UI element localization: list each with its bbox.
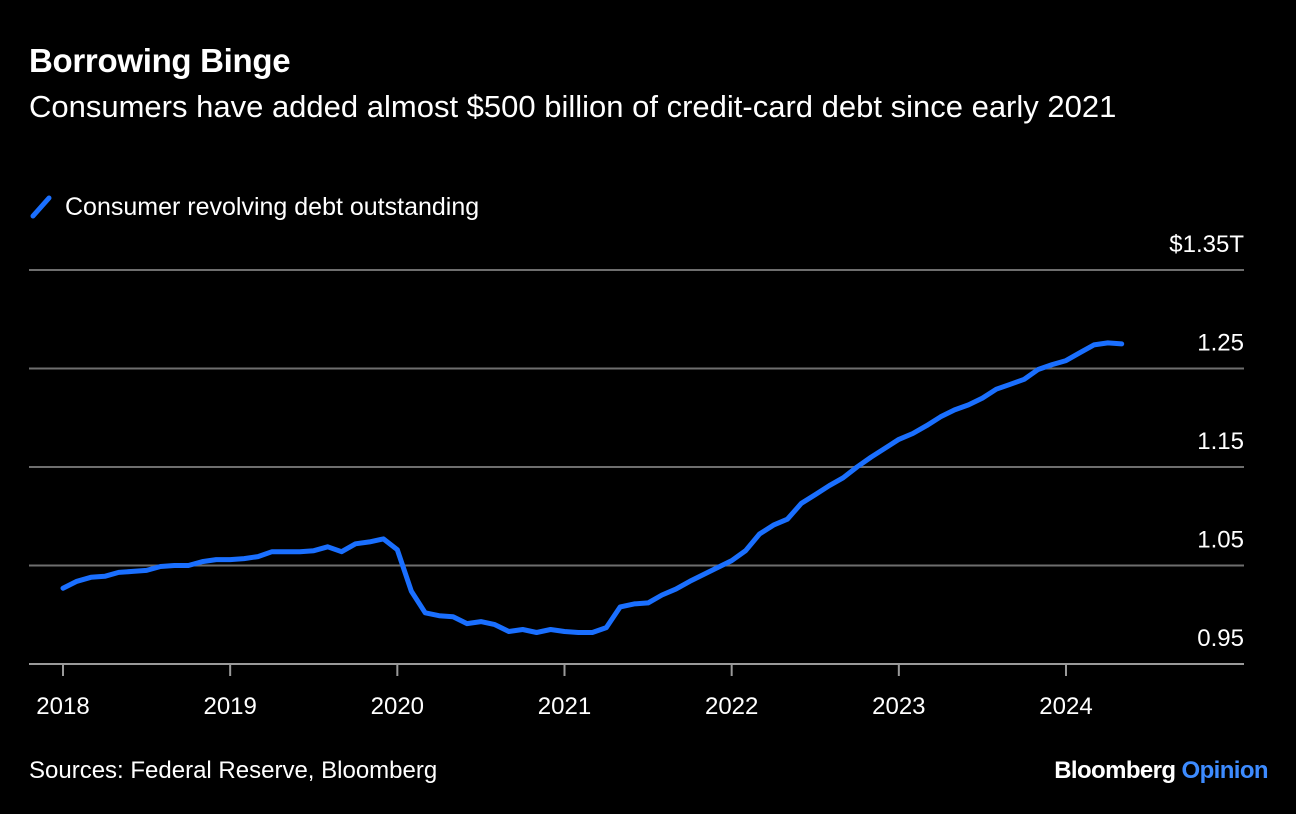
brand-logo: Bloomberg Opinion [1054,757,1268,785]
legend: Consumer revolving debt outstanding [29,190,479,224]
y-tick-label: 1.25 [1197,330,1244,357]
y-tick-label: 1.15 [1197,428,1244,455]
x-axis [62,664,1067,676]
series-line-0 [60,340,1125,635]
y-tick-label: $1.35T [1169,231,1244,258]
x-tick-label: 2023 [872,693,925,720]
x-tick-label: 2021 [538,693,591,720]
brand-accent: Opinion [1181,757,1269,784]
series-layer [60,340,1125,635]
chart-subtitle: Consumers have added almost $500 billion… [29,89,1117,124]
tick-labels: 0.95 1.05 1.15 1.25 $1.35T 2018 2019 2020 2021 20… [36,231,1244,720]
legend-label: Consumer revolving debt outstanding [65,192,480,221]
x-tick-label: 2018 [36,693,89,720]
x-tick-label: 2024 [1039,693,1092,720]
source-note: Sources: Federal Reserve, Bloomberg [29,757,438,784]
x-tick-label: 2020 [371,693,424,720]
x-tick-label: 2022 [705,693,758,720]
legend-swatch-icon [30,195,52,219]
chart-title: Borrowing Binge [29,42,291,79]
y-tick-label: 1.05 [1197,527,1244,554]
brand-main: Bloomberg [1054,757,1176,784]
x-tick-label: 2019 [203,693,256,720]
y-tick-label: 0.95 [1197,625,1244,652]
